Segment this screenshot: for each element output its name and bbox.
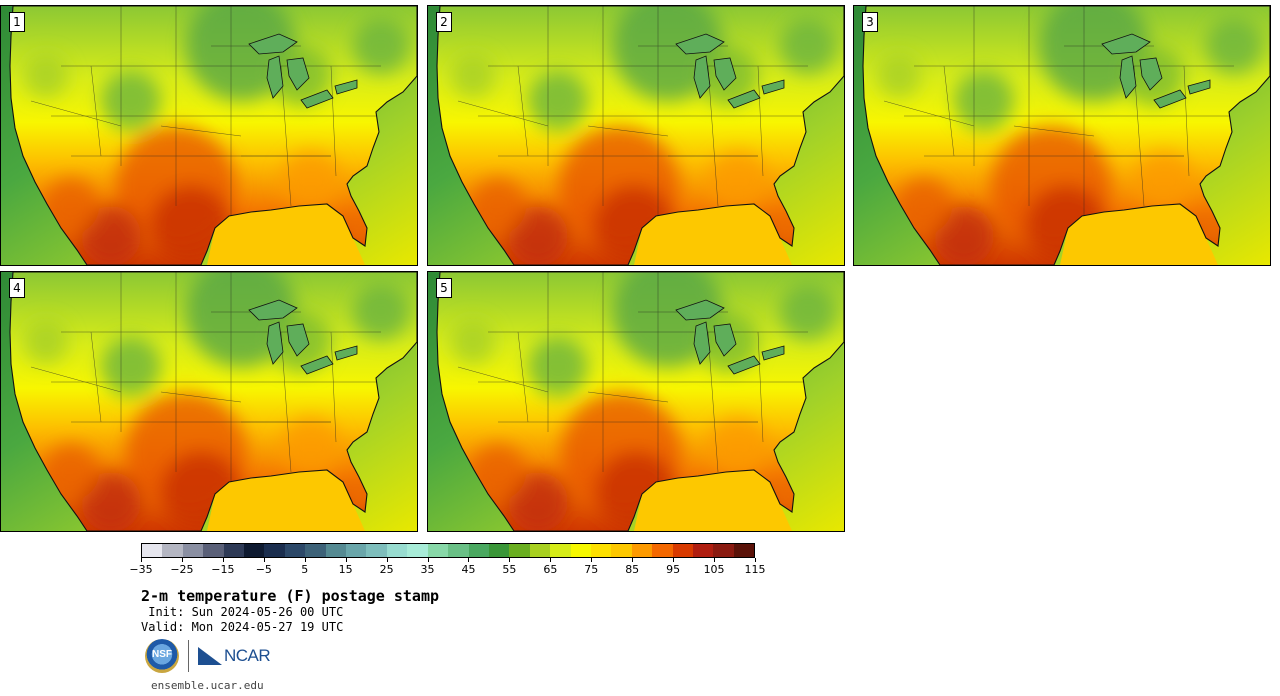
colorbar-swatch (448, 544, 469, 557)
colorbar-swatch (407, 544, 428, 557)
colorbar-swatch (264, 544, 285, 557)
colorbar-tick-label: −35 (129, 563, 153, 576)
panel-number: 4 (9, 278, 25, 298)
valid-time: Valid: Mon 2024-05-27 19 UTC (141, 620, 344, 634)
colorbar-swatch (203, 544, 224, 557)
colorbar-tick-label: 105 (703, 563, 725, 576)
logo-divider (188, 640, 189, 672)
colorbar-swatch (590, 544, 612, 557)
colorbar-swatch (733, 544, 755, 557)
colorbar-ticks: −35 −25 −15 −5 5 15 25 35 45 55 65 75 85 95 105 115 (129, 558, 766, 580)
colorbar-tick (755, 558, 756, 562)
colorbar-swatch (162, 544, 183, 557)
colorbar-tick (427, 558, 429, 562)
colorbar-tick-label: 25 (379, 563, 394, 576)
colorbar-tick (591, 558, 593, 562)
stamp-panel-2: 2 (427, 5, 845, 266)
panel-number: 3 (862, 12, 878, 32)
colorbar-tick-label: 15 (338, 563, 353, 576)
colorbar-swatch (305, 544, 326, 557)
colorbar-tick (714, 558, 716, 562)
panel-number: 5 (436, 278, 452, 298)
colorbar-tick-label: 55 (502, 563, 517, 576)
colorbar-tick-label: −15 (211, 563, 235, 576)
panel-number: 2 (436, 12, 452, 32)
panel-number: 1 (9, 12, 25, 32)
colorbar-tick (181, 558, 183, 562)
colorbar-tick (386, 558, 388, 562)
ncar-mark-icon (198, 647, 222, 665)
colorbar-tick-label: 85 (625, 563, 640, 576)
colorbar-tick-label: 65 (543, 563, 558, 576)
colorbar-swatch (223, 544, 245, 557)
colorbar-tick-label: 5 (301, 563, 309, 576)
colorbar-swatch (366, 544, 387, 557)
colorbar-tick-label: 75 (584, 563, 599, 576)
colorbar-swatch (570, 544, 591, 557)
stamp-panel-3: 3 (853, 5, 1271, 266)
colorbar-swatch (427, 544, 449, 557)
stamp-panel-5: 5 (427, 271, 845, 532)
colorbar-swatch (386, 544, 408, 557)
temperature-map (428, 6, 844, 265)
colorbar-swatch (284, 544, 306, 557)
colorbar-swatch (346, 544, 367, 557)
colorbar-tick (141, 558, 142, 562)
init-time: Init: Sun 2024-05-26 00 UTC (141, 605, 344, 619)
colorbar-tick (263, 558, 265, 562)
colorbar-swatch (182, 544, 204, 557)
colorbar-tick-label: −25 (170, 563, 194, 576)
colorbar-tick-label: 45 (461, 563, 476, 576)
colorbar-swatch (692, 544, 714, 557)
logo-row: NSF NCAR (145, 638, 271, 674)
colorbar-tick (345, 558, 347, 562)
stamp-panel-4: 4 (0, 271, 418, 532)
ncar-logo: NCAR (198, 646, 271, 666)
colorbar-tick (304, 558, 306, 562)
temperature-map (428, 272, 844, 531)
colorbar-swatch (325, 544, 347, 557)
temperature-map (1, 6, 417, 265)
colorbar-tick (468, 558, 470, 562)
colorbar-swatch (672, 544, 693, 557)
colorbar-tick (673, 558, 675, 562)
colorbar (141, 543, 755, 558)
colorbar-swatch (652, 544, 673, 557)
colorbar-swatch (529, 544, 551, 557)
colorbar-swatch (468, 544, 489, 557)
colorbar-swatch (631, 544, 653, 557)
colorbar-tick (550, 558, 552, 562)
colorbar-tick (509, 558, 511, 562)
colorbar-swatch (142, 544, 163, 557)
stamp-panel-1: 1 (0, 5, 418, 266)
colorbar-swatch (713, 544, 734, 557)
figure-title: 2-m temperature (F) postage stamp (141, 587, 440, 605)
site-url: ensemble.ucar.edu (151, 679, 264, 692)
colorbar-swatch (244, 544, 265, 557)
nsf-logo: NSF (145, 639, 179, 673)
colorbar-swatch (611, 544, 632, 557)
colorbar-tick (222, 558, 224, 562)
colorbar-tick (632, 558, 634, 562)
colorbar-tick-label: 95 (666, 563, 681, 576)
temperature-map (854, 6, 1270, 265)
colorbar-swatch (509, 544, 530, 557)
colorbar-tick-label: 35 (420, 563, 435, 576)
colorbar-tick-label: −5 (255, 563, 272, 576)
colorbar-swatch (488, 544, 510, 557)
temperature-map (1, 272, 417, 531)
colorbar-swatch (550, 544, 571, 557)
colorbar-tick-label: 115 (744, 563, 766, 576)
